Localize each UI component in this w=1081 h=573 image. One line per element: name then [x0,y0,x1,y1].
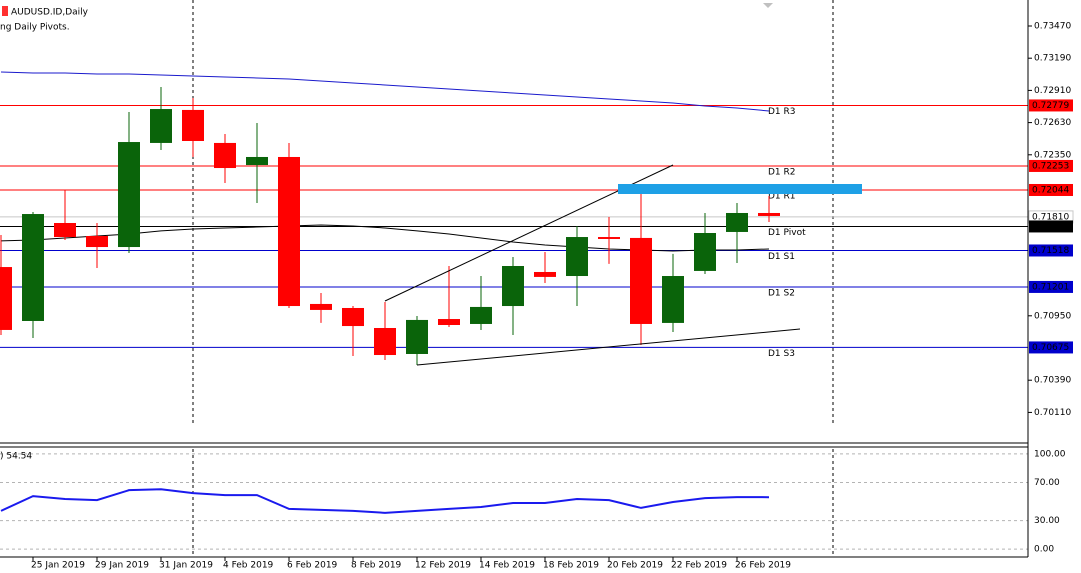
candle-body [502,266,524,307]
x-tick-label: 22 Feb 2019 [671,561,727,571]
indicator-tick-label: 0.00 [1034,545,1054,555]
y-tick-label: 0.70390 [1034,376,1071,386]
chart-subtitle: ng Daily Pivots. [0,23,70,33]
indicator-tick-label: 100.00 [1034,449,1066,459]
candle-body [342,307,364,327]
pivot-value-box [1029,220,1073,233]
indicator-tick-label: 30.00 [1034,516,1060,526]
pivot-value-box [1029,159,1073,172]
pivot-value-label: 0.72779 [1032,101,1069,111]
x-tick-label: 8 Feb 2019 [351,561,402,571]
y-tick-label: 0.72910 [1034,86,1071,96]
pivot-value-box [1029,341,1073,354]
chart-title: AUDUSD.ID,Daily [11,8,89,18]
pivot-name: D1 R2 [768,167,796,177]
x-tick-label: 26 Feb 2019 [735,561,791,571]
candle-body [214,142,236,169]
x-tick-label: 12 Feb 2019 [415,561,471,571]
candle-body [22,214,44,321]
y-tick-label: 0.72350 [1034,150,1071,160]
indicator-panel [0,453,1028,550]
y-tick-label: 0.70950 [1034,311,1071,321]
pivot-value-label: 0.71727 [1032,222,1069,232]
pivot-name: D1 R1 [768,191,796,201]
x-tick-label: 31 Jan 2019 [159,561,213,571]
candle-body [470,306,492,324]
candle-body [86,235,108,248]
candle-body [566,237,588,277]
x-tick-label: 25 Jan 2019 [31,561,85,571]
pivot-value-label: 0.72253 [1032,161,1069,171]
indicator-label: ) 54.54 [0,452,32,462]
y-tick-label: 0.73470 [1034,21,1071,31]
candle-body [310,303,332,310]
pivot-value-label: 0.72044 [1032,185,1069,195]
pivot-value-box [1029,183,1073,196]
pivot-name: D1 S1 [768,252,795,262]
current-price-label: 0.71810 [1032,212,1069,222]
candle-body [406,319,428,354]
x-tick-label: 18 Feb 2019 [543,561,599,571]
y-tick-label: 0.73190 [1034,54,1071,64]
x-tick-label: 6 Feb 2019 [287,561,338,571]
pivot-value-box [1029,244,1073,257]
axes: 0.73470 0.73190 0.72910 0.72630 0.72350 0.709… [31,21,1074,571]
pivot-name: D1 Pivot [768,228,806,238]
y-tick-label: 0.72630 [1034,118,1071,128]
x-tick-label: 4 Feb 2019 [223,561,274,571]
pivot-name: D1 R3 [768,107,796,117]
candle-body [118,142,140,248]
candle-body [0,267,12,330]
candle-body [182,109,204,141]
price-panel: D1 R3 D1 R2 D1 R1 D1 Pivot D1 S1 D1 S2 D1 S3 [0,71,1028,366]
moving-average [0,71,770,112]
candle-body [758,212,780,216]
shift-marker [763,3,773,8]
pivot-value-box [1029,280,1073,293]
symbol-icon [2,6,8,16]
pivot-value-box [1029,99,1073,112]
indicator-line [0,488,770,514]
x-tick-label: 14 Feb 2019 [479,561,535,571]
indicator-tick-label: 70.00 [1034,478,1060,488]
candle-body [662,276,684,323]
candle-body [246,156,268,166]
candle-body [374,327,396,356]
pivot-name: D1 S2 [768,288,795,298]
candle-body [54,222,76,238]
trend-line [416,328,801,366]
candle-body [534,271,556,277]
candle-body [438,319,460,326]
pivot-name: D1 S3 [768,349,795,359]
candle-body [150,109,172,143]
candle-body [598,237,620,239]
y-tick-label: 0.70110 [1034,408,1071,418]
x-tick-label: 20 Feb 2019 [607,561,663,571]
pivot-value-label: 0.71201 [1032,282,1069,292]
candle-body [278,156,300,307]
resistance-zone [618,184,862,194]
candle-body [726,212,748,232]
x-tick-label: 29 Jan 2019 [95,561,149,571]
pivot-value-label: 0.70675 [1032,343,1069,353]
candle-body [630,237,652,324]
candle-body [694,233,716,271]
pivot-value-label: 0.71518 [1032,246,1069,256]
